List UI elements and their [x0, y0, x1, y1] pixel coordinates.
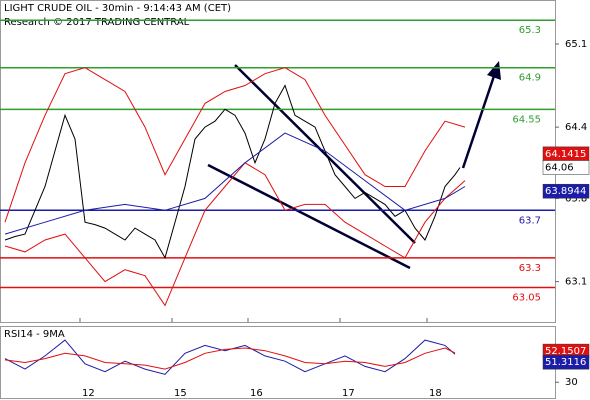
price-tag-label: 64.06: [545, 163, 574, 174]
y-tick-label: 30: [565, 377, 578, 388]
x-tick-label: 15: [174, 388, 187, 399]
price-tag-label: 51.3116: [545, 357, 586, 368]
y-tick-label: 63.1: [565, 277, 587, 288]
chart-title: LIGHT CRUDE OIL - 30min - 9:14:43 AM (CE…: [4, 3, 231, 14]
y-tick-label: 65.1: [565, 39, 587, 50]
price-tag: [542, 160, 590, 175]
trend-line: [207, 163, 411, 270]
level-label: 65.3: [519, 25, 541, 36]
chart-subtitle: Research © 2017 TRADING CENTRAL: [4, 17, 190, 28]
level-label: 64.55: [512, 114, 541, 125]
rsi-title: RSI14 - 9MA: [4, 329, 65, 340]
x-tick-label: 16: [250, 388, 263, 399]
series-line: [4, 339, 456, 375]
x-tick-label: 12: [82, 388, 95, 399]
arrow-shaft: [461, 75, 496, 169]
price-tag-label: 52.1507: [545, 346, 586, 357]
price-tag-label: 64.1415: [545, 149, 586, 160]
x-tick-label: 17: [342, 388, 355, 399]
arrow-head: [487, 61, 501, 80]
price-tag: [542, 183, 590, 199]
y-tick-label: 64.4: [565, 122, 587, 133]
series-line: [4, 84, 461, 260]
y-tick-label: 63.8: [565, 193, 587, 204]
level-label: 64.9: [519, 73, 541, 84]
series-line: [4, 132, 466, 235]
level-label: 63.05: [512, 293, 541, 304]
trend-line: [234, 64, 416, 244]
series-line: [4, 67, 466, 223]
series-line: [4, 162, 466, 307]
price-tag: [542, 354, 590, 370]
level-label: 63.3: [519, 263, 541, 274]
price-tag-label: 63.8944: [545, 186, 586, 197]
trend-lines: [207, 61, 501, 270]
series-line: [4, 347, 456, 370]
x-tick-label: 18: [429, 388, 442, 399]
level-label: 63.7: [519, 215, 541, 226]
